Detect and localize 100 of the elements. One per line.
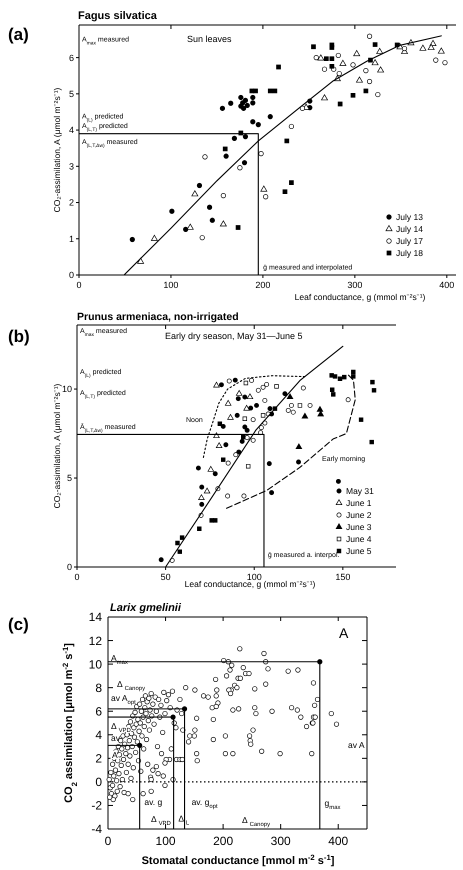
point (296, 460, 301, 464)
point (254, 402, 259, 408)
point (298, 403, 302, 408)
point (233, 452, 238, 458)
point (256, 122, 261, 128)
point (213, 518, 218, 523)
x-tick-label: 300 (270, 834, 291, 848)
point (223, 442, 228, 448)
point (249, 378, 254, 383)
point (330, 56, 334, 62)
y-tick-label: 6 (68, 52, 74, 63)
y-tick-label: 3 (68, 161, 74, 172)
point (220, 106, 226, 111)
point (276, 64, 281, 70)
point (180, 535, 184, 540)
annotation: g$_{max}$ (324, 798, 341, 812)
legend-label: June 2 (346, 510, 372, 520)
point (346, 397, 351, 402)
point (353, 50, 360, 56)
point (202, 154, 208, 160)
point (186, 224, 194, 230)
point (130, 236, 135, 242)
point (234, 412, 240, 418)
point (336, 52, 341, 58)
annotation: Δ $_{Canopy}$ (117, 679, 146, 692)
point (220, 424, 226, 429)
annotation: Sun leaves (187, 34, 232, 44)
point (428, 44, 435, 50)
point (336, 478, 341, 484)
point (286, 393, 294, 400)
point (224, 400, 232, 406)
point (363, 68, 368, 74)
point (284, 138, 290, 144)
point (370, 440, 374, 444)
point (196, 466, 201, 471)
y-tick-label: 2 (68, 198, 74, 208)
point (321, 94, 328, 100)
point (263, 194, 268, 200)
point (420, 44, 426, 51)
point (226, 378, 232, 384)
point (158, 557, 164, 562)
y-tick-label: 5 (66, 473, 72, 484)
chart-title: Larix gmelinii (110, 602, 182, 614)
y-tick-label: 0 (68, 270, 74, 280)
point (240, 106, 246, 111)
point (241, 494, 246, 498)
point (324, 56, 329, 62)
point (260, 384, 266, 390)
point (197, 526, 202, 531)
point (274, 384, 279, 389)
point (199, 484, 204, 490)
point (169, 208, 174, 214)
y-tick-label: 10 (62, 384, 72, 394)
point (236, 390, 242, 396)
point (196, 182, 202, 188)
y-tick-label: 2 (95, 752, 102, 766)
annotation: av (111, 733, 121, 743)
point (183, 226, 188, 232)
point (241, 434, 246, 440)
point (244, 428, 250, 433)
y-tick-label: 6 (95, 704, 102, 718)
point (350, 62, 356, 68)
point (317, 410, 324, 416)
point (302, 412, 308, 418)
point (342, 374, 346, 380)
point (282, 391, 288, 396)
point (260, 186, 268, 192)
point (218, 382, 224, 388)
point (250, 100, 256, 106)
point (262, 398, 268, 403)
legend-label: June 1 (346, 498, 372, 508)
point (178, 549, 182, 554)
point (232, 136, 238, 142)
point (200, 235, 205, 240)
annotation: av A$_{opt}$ (111, 693, 136, 706)
point (366, 34, 372, 39)
point (236, 396, 241, 402)
x-tick-label: 150 (335, 572, 350, 582)
point (338, 102, 342, 106)
text: (c) (8, 615, 29, 634)
x-axis-title: Leaf conductance, g (mmol m⁻²s⁻¹) (294, 292, 426, 302)
point (227, 414, 234, 420)
point (311, 44, 316, 50)
point (366, 78, 372, 84)
point (290, 410, 296, 415)
point (268, 114, 273, 120)
y-axis-title: CO₂-assimilation, A (μmol m⁻²s⁻¹) (52, 87, 62, 212)
point (375, 92, 380, 98)
point (222, 146, 228, 152)
point (242, 394, 248, 400)
x-tick-label: 100 (246, 572, 262, 582)
point (260, 413, 266, 418)
point (151, 234, 158, 241)
x-tick-label: 100 (156, 834, 176, 848)
point (330, 388, 334, 392)
point (289, 180, 294, 185)
annotation: av A (348, 740, 365, 750)
annotation: Δ $_{L}$ (178, 813, 190, 826)
point (253, 88, 258, 94)
y-tick-label: 4 (68, 125, 74, 136)
